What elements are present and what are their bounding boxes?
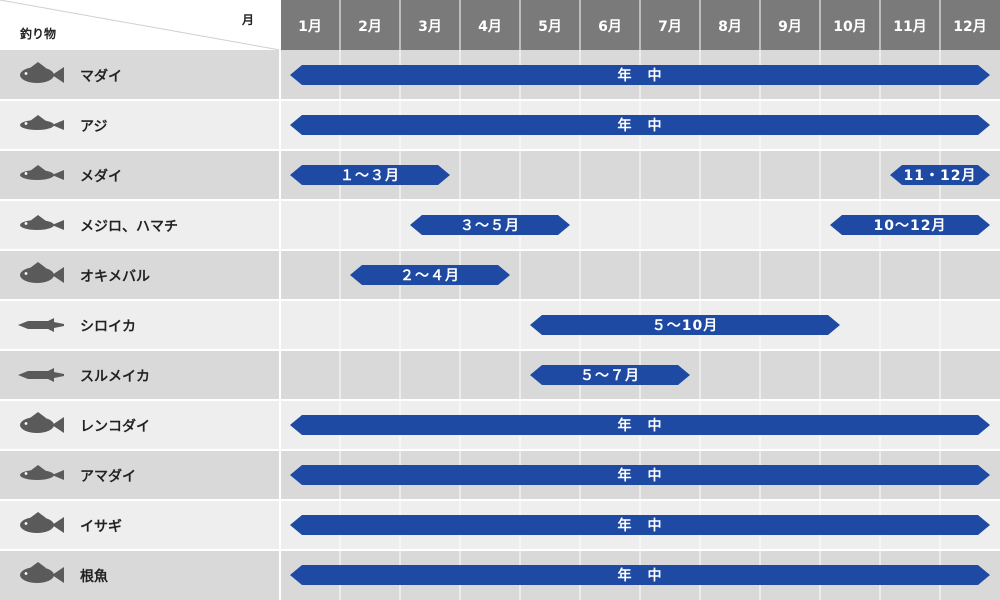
- season-bar-label: ５～10月: [652, 318, 718, 334]
- month-label: 2月: [358, 19, 382, 35]
- season-bar: [410, 215, 570, 235]
- fish-name: マダイ: [80, 68, 122, 85]
- month-label: 12月: [953, 19, 986, 35]
- month-label: 5月: [538, 19, 562, 35]
- season-bar: [290, 165, 450, 185]
- rockfish-icon: [20, 262, 64, 283]
- month-label: 8月: [718, 19, 742, 35]
- season-bar: [830, 215, 990, 235]
- fish-name: 根魚: [80, 568, 108, 585]
- fish-name: メジロ、ハマチ: [80, 219, 178, 235]
- month-label: 4月: [478, 19, 502, 35]
- grunt-icon: [20, 512, 64, 533]
- season-bar-label: 年 中: [618, 567, 663, 584]
- season-bar-label: 年 中: [618, 117, 663, 134]
- fish-name: メダイ: [80, 168, 122, 185]
- flying-squid-icon: [18, 368, 64, 382]
- season-bar: [530, 315, 840, 335]
- season-bar-label: 年 中: [618, 467, 663, 484]
- fish-name: アマダイ: [80, 468, 136, 485]
- month-label: 7月: [658, 19, 682, 35]
- season-bar: [290, 65, 990, 85]
- season-bar-label: 11・12月: [904, 168, 977, 184]
- season-bar-label: 年 中: [618, 67, 663, 84]
- season-bar-label: 年 中: [618, 417, 663, 434]
- fish-column-header: 釣り物: [20, 26, 56, 41]
- month-column-header: 月: [241, 13, 254, 27]
- season-bar-label: 10～12月: [874, 218, 947, 234]
- yellowtail-icon: [20, 215, 64, 230]
- squid-icon: [18, 318, 64, 332]
- fish-name: オキメバル: [80, 269, 150, 285]
- season-bar: [290, 565, 990, 585]
- month-label: 6月: [598, 19, 622, 35]
- season-bar: [350, 265, 510, 285]
- month-label: 3月: [418, 19, 442, 35]
- season-bar-label: １～３月: [340, 168, 400, 184]
- season-bar: [290, 415, 990, 435]
- season-bar: [290, 515, 990, 535]
- season-bar: [530, 365, 690, 385]
- horse-mackerel-icon: [20, 115, 64, 130]
- yellowback-seabream-icon: [20, 412, 64, 433]
- season-bar-label: ２～４月: [400, 268, 460, 284]
- season-bar: [290, 465, 990, 485]
- season-bar-label: 年 中: [618, 517, 663, 534]
- month-label: 10月: [833, 19, 866, 35]
- month-label: 1月: [298, 19, 322, 35]
- season-bar: [290, 115, 990, 135]
- corner-diagonal: [0, 0, 281, 51]
- month-label: 11月: [893, 19, 926, 35]
- fish-name: アジ: [80, 119, 107, 135]
- fish-name: イサギ: [80, 518, 122, 535]
- season-bar-label: ３～５月: [460, 218, 520, 234]
- fish-name: シロイカ: [80, 319, 136, 335]
- month-label: 9月: [778, 19, 802, 35]
- fish-name: スルメイカ: [80, 369, 150, 385]
- sea-bream-icon: [20, 62, 64, 83]
- tilefish-icon: [20, 465, 64, 480]
- medai-icon: [20, 165, 64, 180]
- season-bar: [890, 165, 990, 185]
- bottom-fish-icon: [20, 562, 64, 583]
- fish-name: レンコダイ: [80, 418, 150, 435]
- season-bar-label: ５～７月: [580, 368, 640, 384]
